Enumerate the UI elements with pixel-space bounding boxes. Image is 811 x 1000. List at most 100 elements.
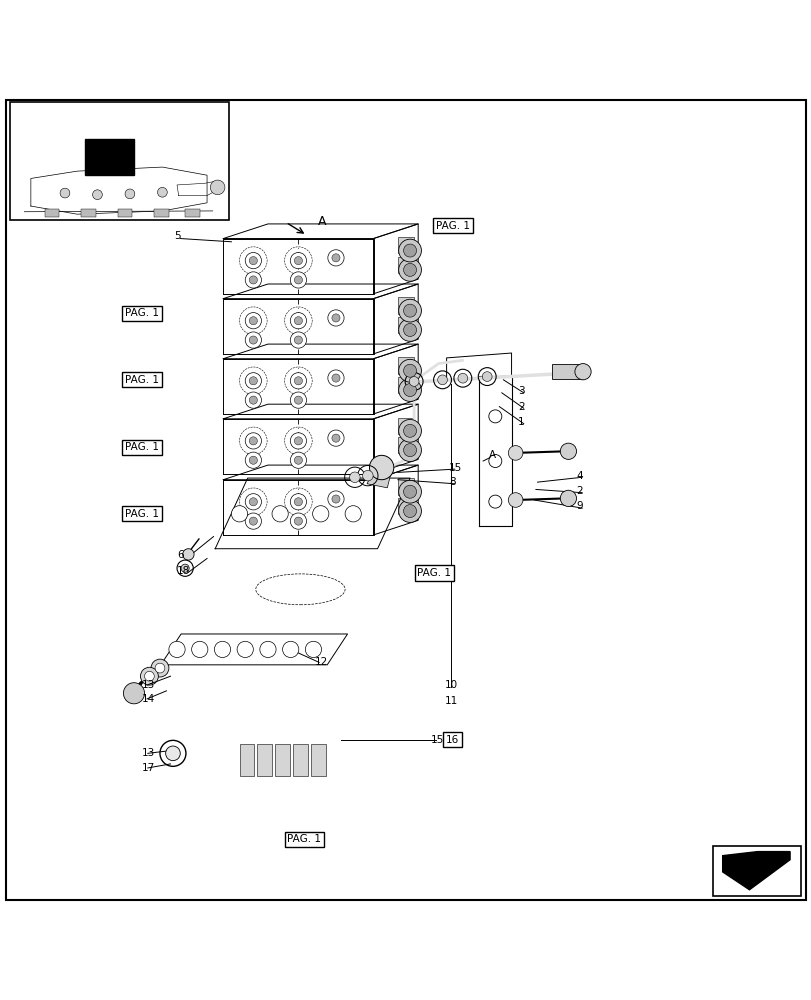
Ellipse shape — [403, 304, 416, 317]
Circle shape — [488, 495, 501, 508]
Circle shape — [294, 317, 303, 325]
Ellipse shape — [398, 439, 421, 462]
Text: 9: 9 — [576, 501, 582, 511]
Circle shape — [249, 257, 257, 265]
Circle shape — [488, 455, 501, 468]
Polygon shape — [215, 478, 410, 549]
Polygon shape — [373, 344, 418, 414]
Circle shape — [214, 641, 230, 658]
Circle shape — [169, 641, 185, 658]
Bar — [185, 209, 200, 217]
Text: 18: 18 — [177, 566, 190, 576]
Text: 5: 5 — [174, 231, 181, 241]
Circle shape — [290, 494, 307, 510]
Polygon shape — [85, 139, 134, 175]
Polygon shape — [223, 299, 373, 354]
Circle shape — [245, 332, 261, 348]
Polygon shape — [161, 634, 347, 665]
Bar — [397, 297, 414, 314]
Circle shape — [294, 456, 303, 464]
Circle shape — [560, 490, 576, 506]
Circle shape — [294, 517, 303, 525]
Circle shape — [290, 272, 307, 288]
Circle shape — [245, 494, 261, 510]
Bar — [397, 317, 414, 333]
Text: PAG. 1: PAG. 1 — [125, 509, 159, 519]
Text: PAG. 1: PAG. 1 — [125, 375, 159, 385]
Circle shape — [294, 498, 303, 506]
Text: 15: 15 — [448, 463, 461, 473]
Ellipse shape — [398, 239, 421, 262]
Ellipse shape — [398, 379, 421, 401]
Circle shape — [294, 336, 303, 344]
Circle shape — [332, 254, 340, 262]
Circle shape — [560, 443, 576, 459]
Circle shape — [249, 336, 257, 344]
Circle shape — [92, 190, 102, 200]
Circle shape — [249, 276, 257, 284]
Polygon shape — [223, 419, 373, 474]
Circle shape — [294, 437, 303, 445]
Text: 8: 8 — [448, 477, 455, 487]
Ellipse shape — [403, 364, 416, 377]
Circle shape — [237, 641, 253, 658]
Circle shape — [508, 493, 522, 507]
Bar — [397, 237, 414, 253]
Circle shape — [369, 455, 393, 480]
Bar — [397, 357, 414, 374]
Circle shape — [249, 456, 257, 464]
Circle shape — [249, 517, 257, 525]
Ellipse shape — [403, 263, 416, 276]
Text: 12: 12 — [315, 657, 328, 667]
Text: PAG. 1: PAG. 1 — [417, 568, 451, 578]
Ellipse shape — [144, 671, 154, 681]
Circle shape — [290, 392, 307, 408]
Circle shape — [290, 373, 307, 389]
Bar — [397, 418, 414, 434]
Circle shape — [488, 410, 501, 423]
Ellipse shape — [403, 384, 416, 397]
Circle shape — [294, 276, 303, 284]
Polygon shape — [223, 404, 418, 419]
Polygon shape — [223, 359, 373, 414]
Text: 3: 3 — [517, 386, 524, 396]
Bar — [45, 209, 59, 217]
Circle shape — [260, 641, 276, 658]
Text: 17: 17 — [142, 763, 155, 773]
Circle shape — [245, 513, 261, 529]
Circle shape — [181, 564, 189, 572]
Circle shape — [210, 180, 225, 195]
Ellipse shape — [165, 746, 180, 761]
Bar — [10, 102, 229, 220]
Ellipse shape — [140, 667, 158, 685]
Text: 6: 6 — [177, 550, 183, 560]
Circle shape — [249, 437, 257, 445]
Circle shape — [328, 310, 344, 326]
Circle shape — [508, 446, 522, 460]
Ellipse shape — [403, 424, 416, 437]
Text: 15: 15 — [430, 735, 443, 745]
Ellipse shape — [155, 663, 165, 673]
Circle shape — [245, 272, 261, 288]
Ellipse shape — [158, 632, 176, 666]
Polygon shape — [446, 353, 511, 380]
Bar — [118, 209, 132, 217]
Text: PAG. 1: PAG. 1 — [436, 221, 470, 231]
Polygon shape — [373, 284, 418, 354]
Text: 13: 13 — [142, 748, 155, 758]
Text: 2: 2 — [576, 486, 582, 496]
Circle shape — [249, 317, 257, 325]
Ellipse shape — [362, 470, 372, 481]
Text: 10: 10 — [444, 680, 457, 690]
Ellipse shape — [574, 364, 590, 380]
Circle shape — [290, 513, 307, 529]
Circle shape — [294, 396, 303, 404]
Polygon shape — [373, 404, 418, 474]
Circle shape — [328, 430, 344, 446]
Bar — [311, 744, 325, 776]
Circle shape — [231, 506, 247, 522]
Bar — [275, 744, 290, 776]
Circle shape — [245, 313, 261, 329]
Text: PAG. 1: PAG. 1 — [287, 834, 321, 844]
Bar — [712, 846, 800, 896]
